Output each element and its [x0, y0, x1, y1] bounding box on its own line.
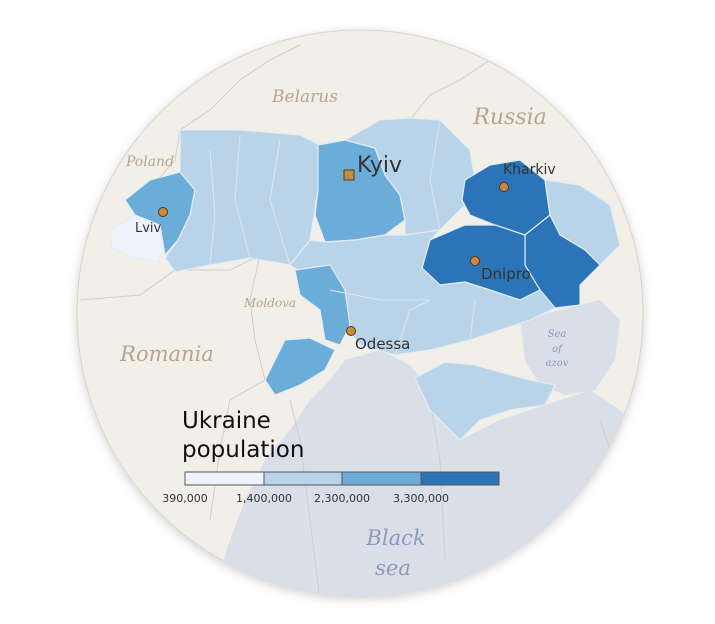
legend-swatch-4	[420, 471, 500, 486]
region-odessa-south	[264, 337, 336, 396]
legend-tick-3: 2,300,000	[314, 492, 370, 505]
legend-title-line2: population	[182, 437, 304, 463]
label-dnipro: Dnipro	[481, 265, 531, 283]
label-sea-of-azov-1: Sea	[548, 329, 567, 340]
label-poland: Poland	[125, 154, 174, 170]
label-odessa: Odessa	[355, 335, 410, 353]
legend-swatch-1	[184, 471, 265, 486]
label-black-sea-1: Black	[365, 526, 425, 550]
label-belarus: Belarus	[271, 87, 338, 107]
city-marker-kharkiv	[499, 182, 509, 192]
region-crimea	[414, 361, 556, 441]
label-moldova: Moldova	[243, 296, 296, 310]
label-russia: Russia	[472, 105, 546, 130]
label-sea-of-azov-3: azov	[546, 358, 569, 369]
label-kyiv: Kyiv	[357, 153, 402, 178]
internal-borders	[209, 119, 476, 356]
label-romania: Romania	[119, 342, 214, 366]
capital-marker	[343, 169, 355, 181]
legend-tick-4: 3,300,000	[393, 492, 449, 505]
city-marker-odessa	[346, 326, 356, 336]
sea-of-azov	[520, 300, 620, 395]
legend: Ukraine population 390,000 1,400,000 2,3…	[162, 408, 500, 505]
city-marker-lviv	[158, 207, 168, 217]
city-marker-dnipro	[470, 256, 480, 266]
region-north-east	[343, 117, 476, 236]
label-black-sea-2: sea	[375, 556, 411, 580]
legend-tick-2: 1,400,000	[236, 492, 292, 505]
label-lviv: Lviv	[135, 221, 162, 236]
legend-swatch-2	[263, 471, 343, 486]
legend-title-line1: Ukraine	[182, 408, 271, 434]
legend-swatch-3	[341, 471, 422, 486]
label-kharkiv: Kharkiv	[503, 162, 556, 178]
legend-tick-1: 390,000	[162, 492, 208, 505]
label-sea-of-azov-2: of	[552, 344, 564, 355]
region-central-south	[289, 229, 556, 356]
region-odessa	[294, 264, 351, 346]
